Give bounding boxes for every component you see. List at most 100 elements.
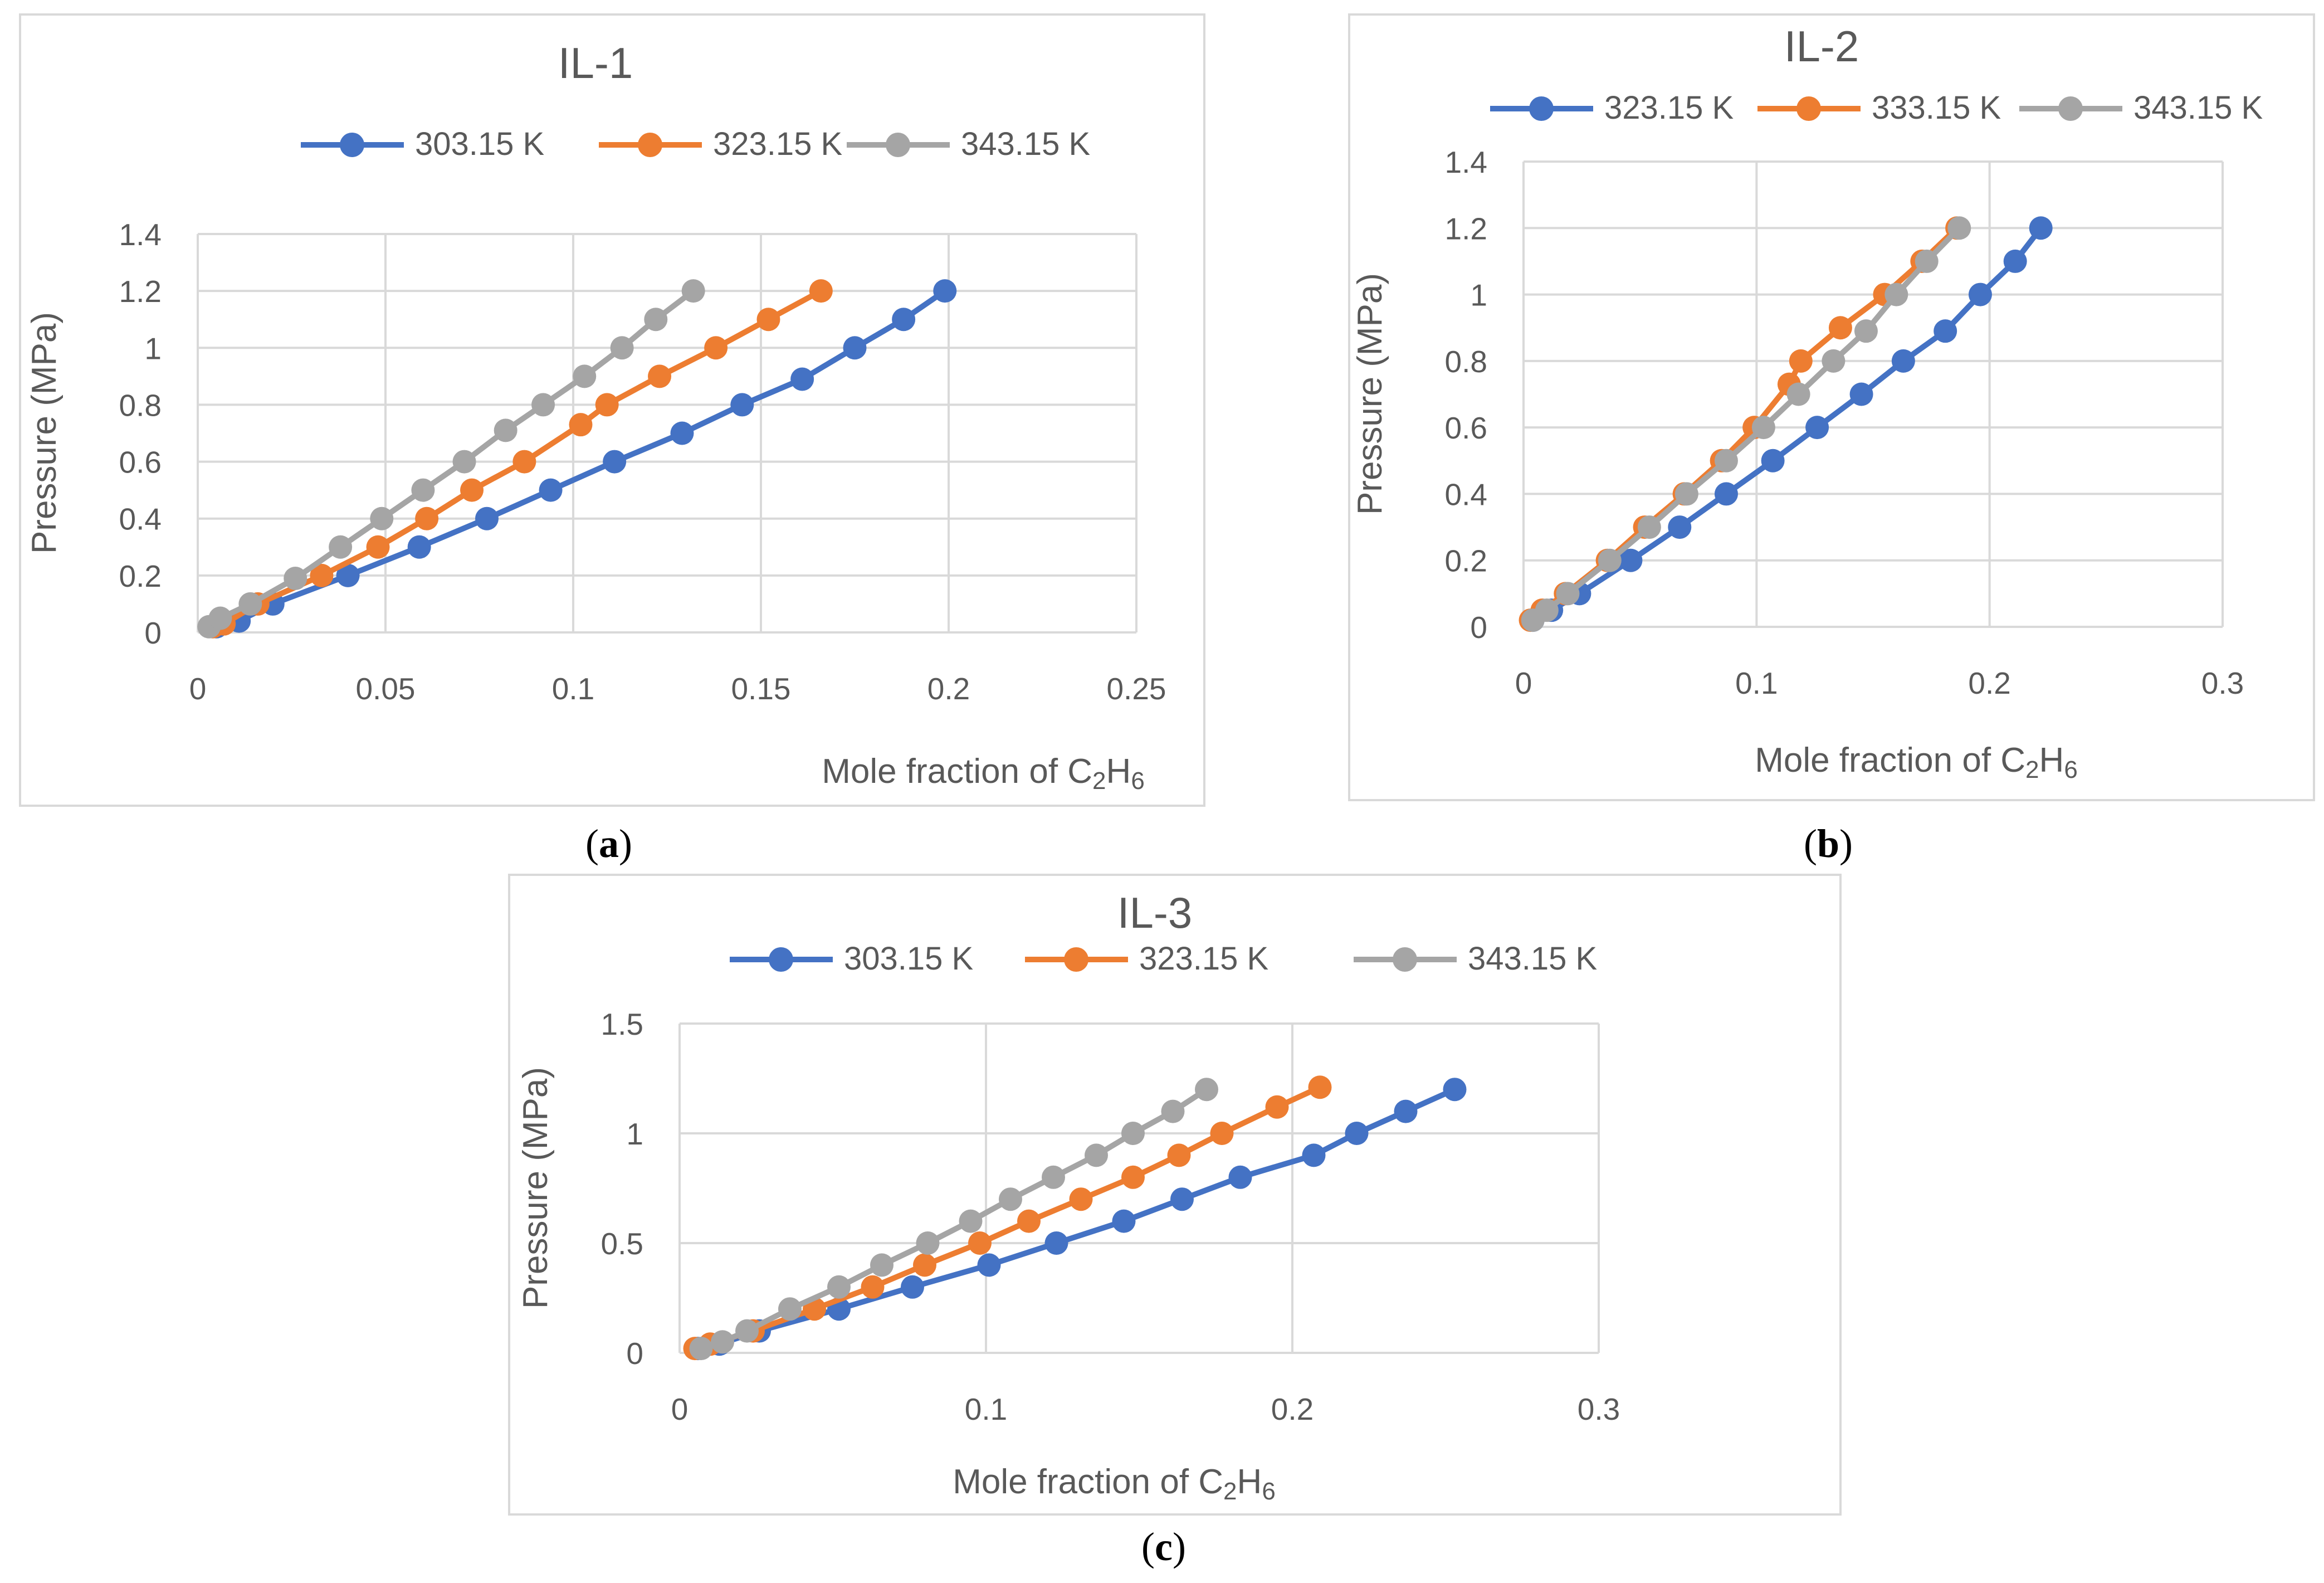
y-axis-title: Pressure (MPa) <box>1351 273 1389 515</box>
x-tick-label: 0 <box>1515 666 1532 700</box>
data-point <box>1161 1099 1185 1123</box>
legend-label: 343.15 K <box>961 126 1091 162</box>
data-point <box>1121 1165 1145 1189</box>
y-tick-label: 0 <box>626 1336 643 1371</box>
x-axis-title-part: H <box>1237 1463 1262 1501</box>
legend-label: 333.15 K <box>1872 90 2001 126</box>
y-axis-title: Pressure (MPa) <box>25 312 64 554</box>
data-point <box>1394 1099 1418 1123</box>
legend-label: 323.15 K <box>713 126 843 162</box>
legend-entry: 343.15 K <box>847 126 1091 162</box>
x-axis-title-subscript: 2 <box>1223 1478 1237 1505</box>
x-axis-title: Mole fraction of C2H6 <box>1755 741 2078 783</box>
data-point <box>1044 1231 1068 1255</box>
panel-label: (c) <box>1141 1524 1186 1569</box>
data-point <box>1915 249 1939 273</box>
data-point <box>460 478 484 502</box>
data-point <box>959 1209 983 1233</box>
data-point <box>494 418 517 442</box>
x-tick-label: 0.05 <box>355 671 415 706</box>
data-point <box>1167 1143 1191 1167</box>
y-tick-label: 0.4 <box>119 502 162 537</box>
data-point <box>933 279 957 303</box>
data-point <box>913 1253 936 1277</box>
y-tick-label: 0.8 <box>119 388 162 422</box>
data-point <box>809 279 833 303</box>
data-point <box>689 1337 713 1361</box>
data-point <box>704 336 728 360</box>
data-point <box>1805 416 1829 440</box>
legend-marker <box>886 133 910 157</box>
data-point <box>670 421 694 445</box>
x-tick-label: 0.1 <box>552 671 594 706</box>
legend-marker <box>1796 96 1821 121</box>
data-point <box>1535 598 1559 622</box>
data-point <box>1714 449 1738 473</box>
data-point <box>595 393 619 417</box>
data-point <box>999 1187 1022 1211</box>
data-point <box>1345 1122 1369 1145</box>
data-point <box>1210 1122 1234 1145</box>
y-tick-label: 1 <box>144 331 162 366</box>
data-point <box>1069 1187 1093 1211</box>
data-point <box>512 450 536 474</box>
data-point <box>916 1231 940 1255</box>
data-point <box>648 364 672 388</box>
panel-label-paren: ( <box>585 821 599 866</box>
y-tick-label: 1.5 <box>601 1007 643 1041</box>
x-axis-title-subscript: 2 <box>2025 756 2039 783</box>
data-point <box>1619 548 1643 572</box>
chart-frame <box>1348 13 2315 801</box>
legend-entry: 323.15 K <box>599 126 843 162</box>
data-point <box>1884 282 1908 306</box>
data-point <box>1786 382 1810 406</box>
x-axis-title-part: Mole fraction of C <box>822 752 1092 791</box>
data-point <box>1761 449 1785 473</box>
panel-label-paren: ) <box>619 821 632 866</box>
x-axis-title-subscript: 2 <box>1092 767 1106 795</box>
data-point <box>370 506 394 530</box>
data-point <box>1443 1078 1467 1102</box>
data-point <box>790 367 814 391</box>
panel-label-letter: b <box>1817 821 1839 866</box>
x-tick-label: 0.3 <box>2201 666 2244 700</box>
x-axis-title-subscript: 6 <box>2064 756 2077 783</box>
y-tick-label: 0.2 <box>119 559 162 593</box>
legend-entry: 343.15 K <box>1354 941 1598 977</box>
data-point <box>756 308 780 332</box>
data-point <box>1308 1075 1332 1099</box>
legend-label: 343.15 K <box>1468 941 1598 977</box>
y-tick-label: 1.4 <box>119 217 162 252</box>
data-point <box>573 364 597 388</box>
data-point <box>366 535 390 559</box>
data-point <box>901 1275 924 1299</box>
legend-entry: 323.15 K <box>1025 941 1269 977</box>
panel-label-paren: ( <box>1804 821 1817 866</box>
x-tick-label: 0.2 <box>927 671 970 706</box>
data-point <box>1751 416 1775 440</box>
data-point <box>1121 1122 1145 1145</box>
data-point <box>1598 548 1622 572</box>
data-point <box>238 592 262 616</box>
data-point <box>336 563 360 587</box>
y-tick-label: 1 <box>626 1117 643 1151</box>
x-tick-label: 0.3 <box>1578 1392 1620 1426</box>
legend-marker <box>1393 947 1417 972</box>
data-point <box>1828 316 1852 340</box>
data-point <box>1854 319 1878 343</box>
data-point <box>610 336 634 360</box>
data-point <box>208 606 232 630</box>
legend-label: 323.15 K <box>1604 90 1734 126</box>
data-point <box>892 308 916 332</box>
data-point <box>730 393 754 417</box>
x-axis-title: Mole fraction of C2H6 <box>822 752 1145 795</box>
legend-label: 303.15 K <box>844 941 974 977</box>
x-axis-title-subscript: 6 <box>1131 767 1144 795</box>
x-tick-label: 0.1 <box>965 1392 1007 1426</box>
legend-entry: 303.15 K <box>730 941 974 977</box>
y-axis-title: Pressure (MPa) <box>516 1067 555 1309</box>
data-point <box>977 1253 1001 1277</box>
y-tick-label: 0.8 <box>1445 344 1487 379</box>
x-axis-title-part: Mole fraction of C <box>1755 741 2025 780</box>
